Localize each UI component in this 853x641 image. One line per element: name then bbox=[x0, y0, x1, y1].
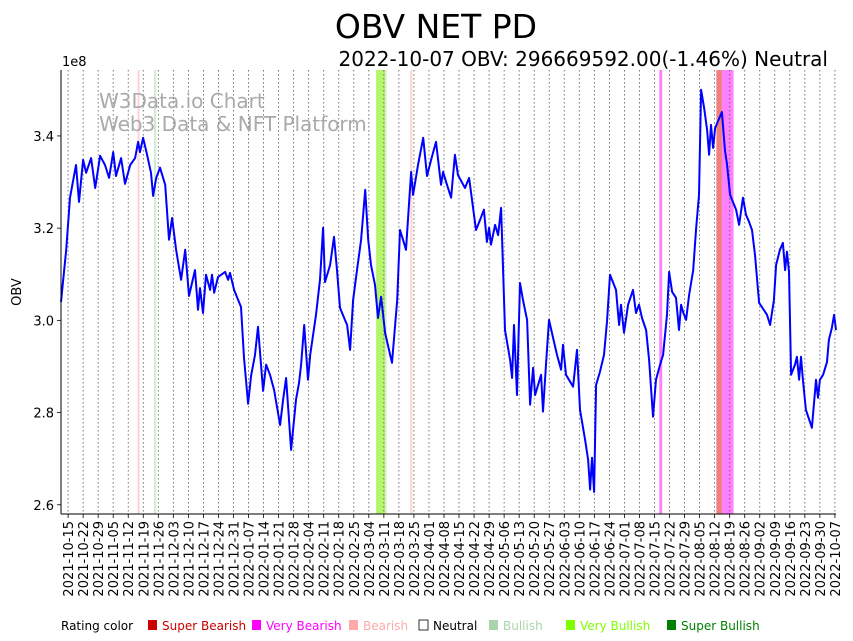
x-tick-label: 2022-03-04 bbox=[363, 521, 378, 597]
y-tick-label: 3.2 bbox=[33, 222, 54, 237]
x-tick-label: 2022-01-28 bbox=[288, 521, 303, 597]
chart-subtitle: 2022-10-07 OBV: 296669592.00(-1.46%) Neu… bbox=[339, 47, 828, 71]
x-tick-label: 2022-07-29 bbox=[679, 521, 694, 597]
watermark-line-2: Web3 Data & NFT Platform bbox=[99, 112, 367, 136]
x-tick-label: 2022-07-08 bbox=[633, 521, 648, 597]
x-tick-label: 2022-01-07 bbox=[243, 521, 258, 597]
x-tick-label: 2022-02-18 bbox=[333, 521, 348, 597]
watermark-line-1: W3Data.io Chart bbox=[99, 89, 265, 113]
x-tick-label: 2022-09-16 bbox=[784, 521, 799, 597]
x-tick-label: 2022-08-05 bbox=[694, 521, 709, 597]
rating-band-super-bearish bbox=[716, 70, 722, 514]
obv-line bbox=[60, 88, 837, 493]
rating-band-bearish bbox=[137, 70, 140, 514]
x-tick-label: 2022-05-27 bbox=[543, 521, 558, 597]
x-tick-label: 2022-02-11 bbox=[318, 521, 333, 597]
x-tick-label: 2022-04-08 bbox=[438, 521, 453, 597]
x-tick-label: 2022-03-18 bbox=[393, 521, 408, 597]
legend-label: Very Bullish bbox=[580, 619, 650, 633]
legend-swatch-very-bullish bbox=[566, 620, 575, 630]
x-tick-label: 2022-03-11 bbox=[378, 521, 393, 597]
x-tick-label: 2022-01-21 bbox=[273, 521, 288, 597]
legend-label: Super Bearish bbox=[162, 619, 246, 633]
y-multiplier-label: 1e8 bbox=[62, 55, 87, 70]
series-group bbox=[60, 88, 837, 493]
x-tick-label: 2022-09-09 bbox=[769, 521, 784, 597]
x-tick-label: 2022-02-04 bbox=[303, 521, 318, 597]
x-tick-label: 2022-04-29 bbox=[483, 521, 498, 597]
x-tick-label: 2022-07-15 bbox=[648, 521, 663, 597]
x-tick-label: 2022-08-19 bbox=[724, 521, 739, 597]
rating-band-very-bearish bbox=[721, 70, 734, 514]
x-tick-label: 2022-04-15 bbox=[453, 521, 468, 597]
x-tick-label: 2022-04-22 bbox=[468, 521, 483, 597]
x-tick-label: 2022-05-13 bbox=[513, 521, 528, 597]
x-tick-label: 2022-09-02 bbox=[754, 521, 769, 597]
rating-bands bbox=[137, 70, 734, 514]
y-axis-label: OBV bbox=[10, 278, 25, 306]
x-tick-label: 2022-06-10 bbox=[573, 521, 588, 597]
x-tick-label: 2022-07-01 bbox=[618, 521, 633, 597]
x-tick-label: 2021-11-19 bbox=[137, 521, 152, 597]
x-tick-label: 2022-04-01 bbox=[423, 521, 438, 597]
x-tick-label: 2022-08-26 bbox=[739, 521, 754, 597]
x-tick-label: 2022-06-17 bbox=[588, 521, 603, 597]
x-tick-label: 2021-12-24 bbox=[212, 521, 227, 597]
x-tick-label: 2022-02-25 bbox=[348, 521, 363, 597]
rating-band-very-bearish bbox=[659, 70, 663, 514]
x-tick-label: 2022-05-20 bbox=[528, 521, 543, 597]
x-tick-label: 2022-07-22 bbox=[664, 521, 679, 597]
x-tick-label: 2022-09-30 bbox=[814, 521, 829, 597]
y-tick-label: 2.8 bbox=[33, 407, 54, 422]
x-tick-label: 2021-12-10 bbox=[182, 521, 197, 597]
rating-band-bearish bbox=[410, 70, 413, 514]
legend-title: Rating color bbox=[61, 619, 133, 633]
x-tick-label: 2022-10-07 bbox=[829, 521, 844, 597]
x-tick-label: 2021-12-17 bbox=[197, 521, 212, 597]
x-tick-label: 2022-06-03 bbox=[558, 521, 573, 597]
rating-band-very-bullish bbox=[376, 70, 386, 514]
rating-band-bullish bbox=[154, 70, 157, 514]
x-tick-label: 2022-06-24 bbox=[603, 521, 618, 597]
axes: 2021-10-15 2021-10-22 2021-10-29 2021-11-05… bbox=[33, 70, 844, 597]
x-tick-label: 2021-11-12 bbox=[122, 521, 137, 597]
legend-label: Neutral bbox=[433, 619, 477, 633]
x-tick-label: 2022-01-14 bbox=[258, 521, 273, 597]
x-tick-label: 2021-11-05 bbox=[107, 521, 122, 597]
y-tick-label: 3.0 bbox=[33, 314, 54, 329]
x-tick-label: 2022-09-23 bbox=[799, 521, 814, 597]
legend-swatch-bullish bbox=[489, 620, 498, 630]
x-tick-label: 2021-11-26 bbox=[152, 521, 167, 597]
y-tick-label: 3.4 bbox=[33, 130, 54, 145]
x-tick-label: 2022-08-12 bbox=[709, 521, 724, 597]
legend: Rating color Super Bearish Very Bearish Bea… bbox=[61, 619, 760, 633]
x-tick-label: 2021-10-29 bbox=[92, 521, 107, 597]
x-tick-label: 2021-12-03 bbox=[167, 521, 182, 597]
x-tick-label: 2021-12-31 bbox=[227, 521, 242, 597]
legend-swatch-super-bullish bbox=[667, 620, 676, 630]
y-tick-label: 2.6 bbox=[33, 499, 54, 514]
rating-band-bullish bbox=[385, 70, 387, 514]
x-tick-label: 2021-10-22 bbox=[77, 521, 92, 597]
legend-swatch-neutral bbox=[418, 619, 429, 631]
x-tick-label: 2022-05-06 bbox=[498, 521, 513, 597]
x-tick-label: 2022-03-25 bbox=[408, 521, 423, 597]
legend-label: Bearish bbox=[363, 619, 408, 633]
legend-label: Very Bearish bbox=[266, 619, 342, 633]
legend-swatch-bearish bbox=[349, 620, 358, 630]
legend-label: Bullish bbox=[503, 619, 543, 633]
chart-title: OBV NET PD bbox=[335, 7, 537, 46]
legend-swatch-very-bearish bbox=[252, 620, 261, 630]
x-tick-label: 2021-10-15 bbox=[62, 521, 77, 597]
legend-label: Super Bullish bbox=[681, 619, 760, 633]
legend-swatch-super-bearish bbox=[148, 620, 157, 630]
